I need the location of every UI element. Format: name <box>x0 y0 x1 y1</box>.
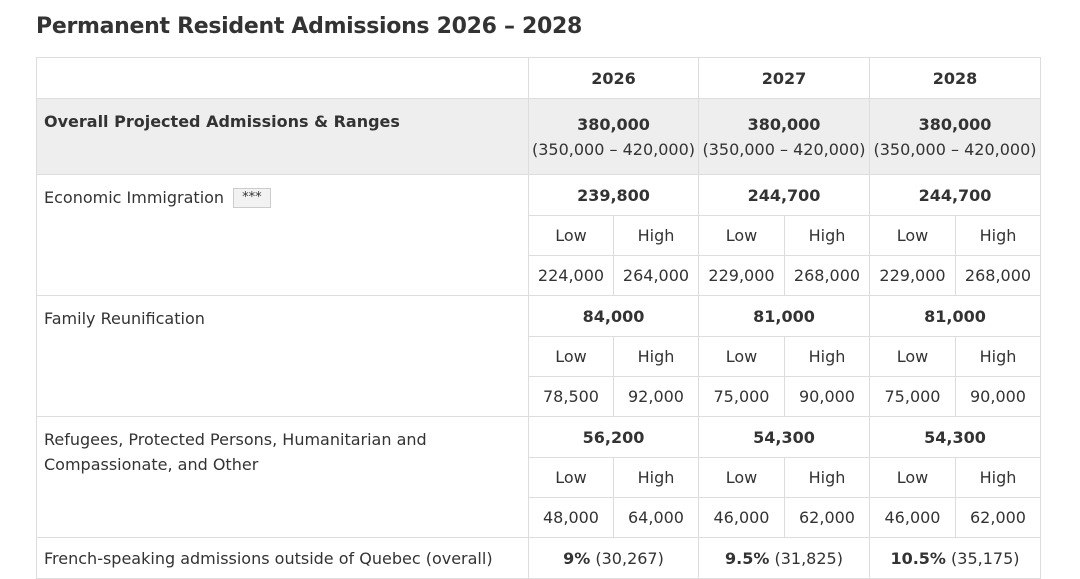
low-label: Low <box>528 336 614 377</box>
overall-range: (350,000 – 420,000) <box>873 139 1037 159</box>
category-total: 244,700 <box>698 174 870 216</box>
high-label: High <box>955 457 1041 498</box>
high-value: 92,000 <box>613 376 699 417</box>
low-value: 75,000 <box>698 376 785 417</box>
low-value: 224,000 <box>528 255 614 296</box>
overall-value-2027: 380,000 (350,000 – 420,000) <box>698 98 870 175</box>
high-label: High <box>784 336 870 377</box>
category-label-economic: Economic Immigration *** <box>36 174 529 296</box>
category-total: 244,700 <box>869 174 1041 216</box>
year-header-2028: 2028 <box>869 57 1041 99</box>
header-row: 2026 2027 2028 <box>36 57 1041 99</box>
overall-range: (350,000 – 420,000) <box>532 139 695 159</box>
low-value: 46,000 <box>698 497 785 538</box>
high-value: 90,000 <box>955 376 1041 417</box>
low-label: Low <box>869 215 956 256</box>
category-total: 84,000 <box>528 295 699 337</box>
category-label: Economic Immigration <box>44 188 225 207</box>
low-label: Low <box>528 457 614 498</box>
overall-main-value: 380,000 <box>918 114 992 134</box>
overall-main-value: 380,000 <box>747 114 821 134</box>
overall-range: (350,000 – 420,000) <box>702 139 866 159</box>
french-percent: 9% <box>563 548 591 568</box>
year-header-2027: 2027 <box>698 57 870 99</box>
french-percent: 10.5% <box>890 548 946 568</box>
low-high-header-row: Low High Low High Low High <box>37 215 1041 256</box>
low-value: 78,500 <box>528 376 614 417</box>
low-label: Low <box>698 457 785 498</box>
year-header-2026: 2026 <box>528 57 699 99</box>
footnote-button[interactable]: *** <box>233 188 271 208</box>
high-label: High <box>613 336 699 377</box>
high-value: 62,000 <box>955 497 1041 538</box>
admissions-table: 2026 2027 2028 Overall Projected Admissi… <box>36 57 1041 579</box>
high-label: High <box>613 215 699 256</box>
french-row: French-speaking admissions outside of Qu… <box>36 537 1041 579</box>
low-value: 48,000 <box>528 497 614 538</box>
page-title: Permanent Resident Admissions 2026 – 202… <box>36 14 583 39</box>
high-value: 268,000 <box>955 255 1041 296</box>
low-high-values-row: 78,500 92,000 75,000 90,000 75,000 90,00… <box>37 376 1041 417</box>
high-value: 64,000 <box>613 497 699 538</box>
french-count: (35,175) <box>945 548 1020 568</box>
french-value-2027: 9.5% (31,825) <box>698 537 870 579</box>
low-label: Low <box>698 215 785 256</box>
low-value: 229,000 <box>698 255 785 296</box>
high-label: High <box>613 457 699 498</box>
category-total-row: Refugees, Protected Persons, Humanitaria… <box>36 416 1041 538</box>
low-value: 46,000 <box>869 497 956 538</box>
category-total: 81,000 <box>698 295 870 337</box>
category-total: 81,000 <box>869 295 1041 337</box>
french-count: (31,825) <box>769 548 843 568</box>
overall-label: Overall Projected Admissions & Ranges <box>36 98 529 175</box>
high-label: High <box>784 215 870 256</box>
category-total-row: Economic Immigration *** 239,800 244,700… <box>36 174 1041 296</box>
low-high-values-row: 48,000 64,000 46,000 62,000 46,000 62,00… <box>37 497 1041 538</box>
high-label: High <box>955 336 1041 377</box>
french-label: French-speaking admissions outside of Qu… <box>36 537 529 579</box>
french-percent: 9.5% <box>725 548 770 568</box>
overall-value-2028: 380,000 (350,000 – 420,000) <box>869 98 1041 175</box>
high-value: 62,000 <box>784 497 870 538</box>
low-label: Low <box>528 215 614 256</box>
overall-value-2026: 380,000 (350,000 – 420,000) <box>528 98 699 175</box>
french-value-2028: 10.5% (35,175) <box>869 537 1041 579</box>
low-value: 229,000 <box>869 255 956 296</box>
high-value: 90,000 <box>784 376 870 417</box>
high-value: 268,000 <box>784 255 870 296</box>
low-label: Low <box>698 336 785 377</box>
category-total: 239,800 <box>528 174 699 216</box>
category-label-family: Family Reunification <box>36 295 529 417</box>
category-total: 56,200 <box>528 416 699 458</box>
category-total: 54,300 <box>869 416 1041 458</box>
low-high-header-row: Low High Low High Low High <box>37 457 1041 498</box>
category-total: 54,300 <box>698 416 870 458</box>
category-total-row: Family Reunification 84,000 81,000 81,00… <box>36 295 1041 417</box>
low-high-header-row: Low High Low High Low High <box>37 336 1041 377</box>
french-value-2026: 9% (30,267) <box>528 537 699 579</box>
high-label: High <box>784 457 870 498</box>
category-label-refugees: Refugees, Protected Persons, Humanitaria… <box>36 416 529 538</box>
low-label: Low <box>869 457 956 498</box>
high-label: High <box>955 215 1041 256</box>
french-count: (30,267) <box>590 548 664 568</box>
low-label: Low <box>869 336 956 377</box>
low-high-values-row: 224,000 264,000 229,000 268,000 229,000 … <box>37 255 1041 296</box>
low-value: 75,000 <box>869 376 956 417</box>
header-empty-cell <box>36 57 529 99</box>
overall-main-value: 380,000 <box>577 114 650 134</box>
high-value: 264,000 <box>613 255 699 296</box>
overall-row: Overall Projected Admissions & Ranges 38… <box>36 98 1041 175</box>
